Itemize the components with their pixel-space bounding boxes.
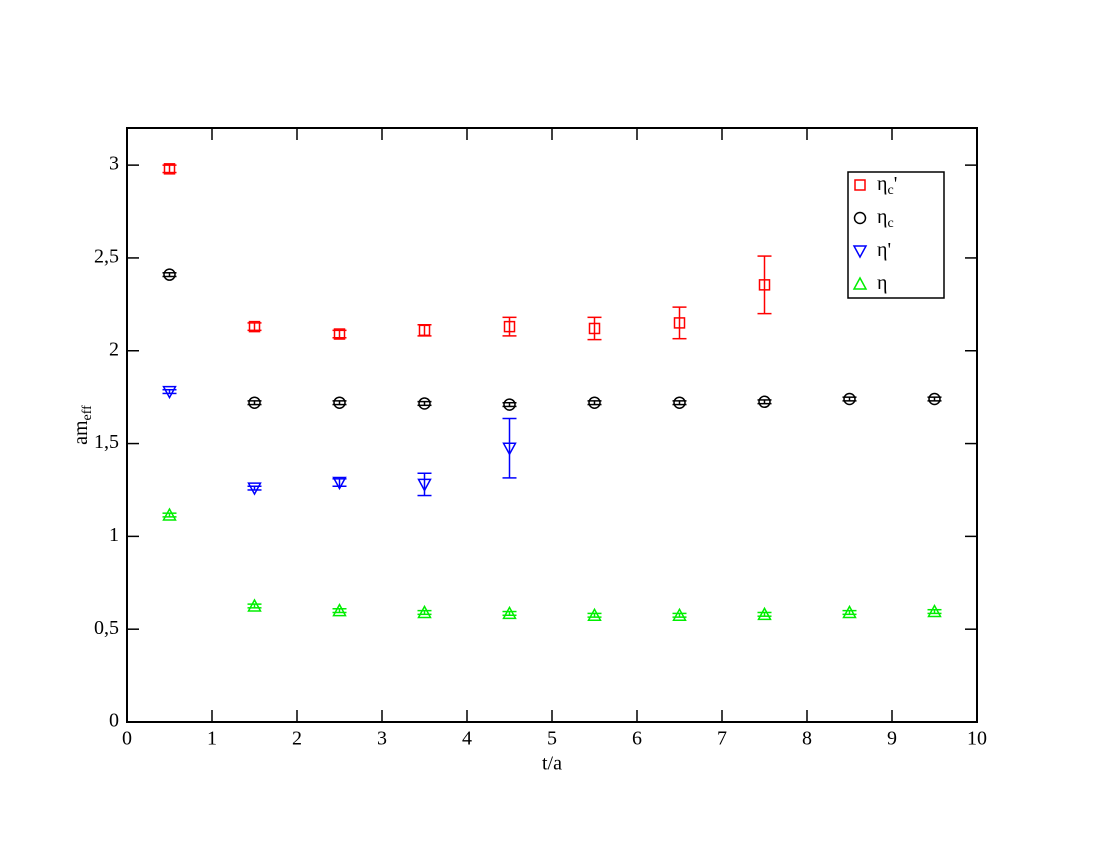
x-tick-label: 9 [887,728,897,750]
circle-marker [503,398,516,411]
triangle-marker [502,605,517,620]
circle-marker [673,396,686,409]
y-tick-label: 2 [109,338,119,360]
error-bar [162,512,177,518]
y-tick-label: 1,5 [94,431,119,453]
y-tick-label: 0,5 [94,617,119,639]
square-marker [758,279,771,291]
triangle-marker [672,607,687,622]
triangle-marker [332,476,347,491]
error-bar [417,609,432,616]
triangle-marker [927,603,942,618]
error-bar [247,485,262,491]
error-bar [247,603,262,609]
x-tick-label: 4 [462,728,472,750]
error-bar [162,388,177,395]
legend-box [847,171,945,299]
triangle-marker [417,478,432,492]
triangle-marker [757,606,772,621]
legend-label-name: η [877,206,887,228]
square-marker [333,328,346,340]
x-tick-label: 5 [547,728,557,750]
legend-marker [852,245,868,259]
triangle-marker [332,603,347,617]
y-tick-label: 2,5 [94,246,119,268]
x-tick-label: 8 [802,728,812,750]
x-tick-label: 6 [632,728,642,750]
triangle-marker [502,442,517,456]
square-marker [418,324,431,337]
y-axis-label-main: am [70,420,92,445]
legend-label: η' [877,239,891,261]
square-marker [503,320,516,333]
legend-label-name: η [877,239,887,261]
legend-label-prime: ' [894,173,898,195]
triangle-marker [842,604,857,619]
triangle-marker [587,607,602,622]
square-marker [673,317,686,329]
error-bar [587,612,602,618]
legend-label-sub: c [887,216,893,231]
error-bar [502,417,517,479]
legend-label: ηc' [877,173,897,199]
triangle-marker [162,385,177,400]
y-tick-label: 3 [109,153,119,175]
x-tick-label: 3 [377,728,387,750]
circle-marker [418,397,431,410]
legend-label-name: η [877,173,887,195]
circle-marker [758,395,771,409]
triangle-marker [247,598,262,612]
circle-marker [928,392,941,406]
error-bar [417,472,432,497]
error-bar [842,609,857,616]
error-bar [672,306,687,340]
error-bar [672,612,687,618]
circle-marker [588,396,601,409]
x-tick-label: 2 [292,728,302,750]
error-bar [757,255,772,315]
legend-label-prime: ' [887,239,891,261]
y-axis-label-sub: eff [80,405,95,421]
error-bar [757,611,772,617]
triangle-marker [162,507,177,521]
legend-label: η [877,272,887,294]
circle-marker [163,268,176,281]
x-tick-label: 1 [207,728,217,750]
circle-marker [333,396,346,409]
legend-label: ηc [877,206,894,232]
square-marker [248,320,261,333]
y-tick-label: 0 [109,710,119,732]
error-bar [587,316,602,341]
error-bar [927,608,942,615]
legend-label-name: η [877,272,887,294]
error-bar [502,610,517,617]
circle-marker [248,396,261,409]
triangle-marker [247,482,262,496]
circle-marker [843,392,856,406]
x-tick-label: 10 [967,728,987,750]
error-bar [502,316,517,337]
error-bar [332,608,347,614]
legend-marker [852,276,868,290]
legend-marker [854,179,866,191]
y-axis-label: ameff [70,405,96,445]
x-tick-label: 0 [122,728,132,750]
x-axis-label: t/a [542,753,562,775]
square-marker [163,163,176,175]
x-tick-label: 7 [717,728,727,750]
triangle-marker [417,604,432,619]
legend-label-sub: c [887,183,893,198]
square-marker [588,322,601,335]
legend-marker [853,211,867,225]
y-tick-label: 1 [109,524,119,546]
